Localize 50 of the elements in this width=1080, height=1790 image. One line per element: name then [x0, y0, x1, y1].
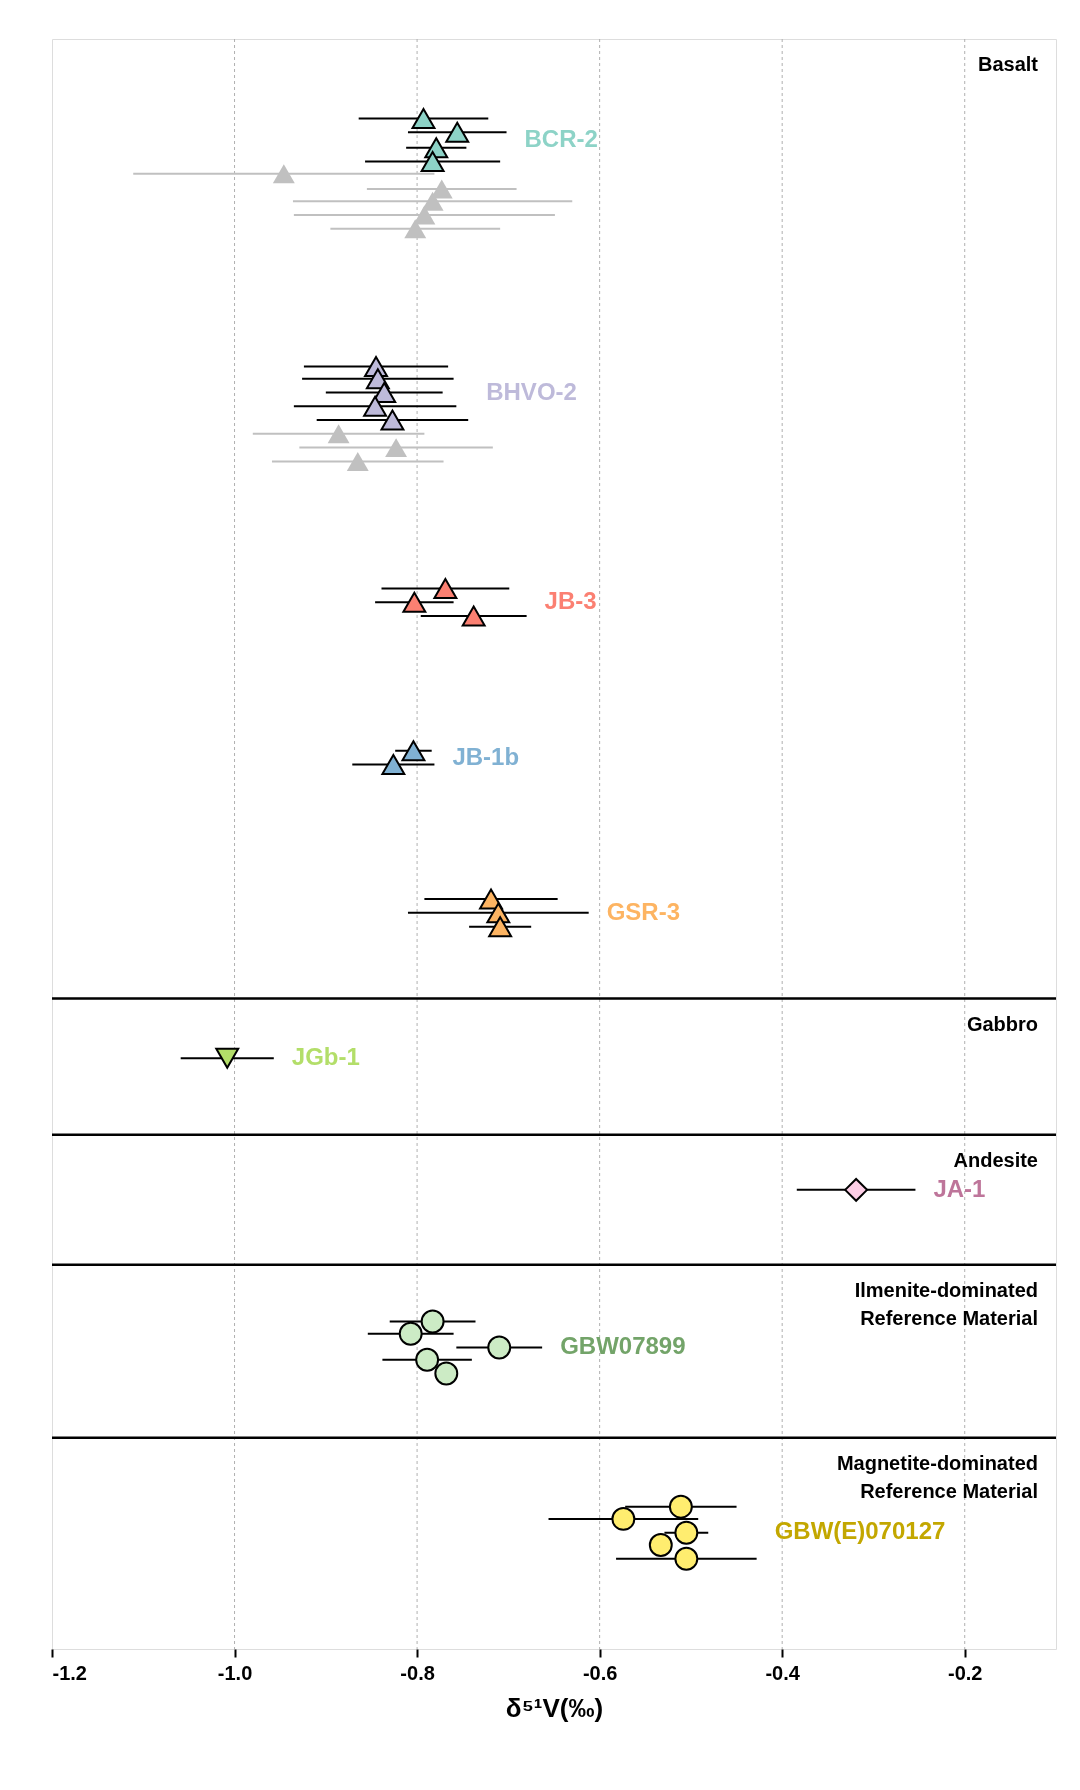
x-tick-label: -1.0 [217, 1661, 253, 1684]
point [434, 1361, 459, 1386]
point [461, 605, 486, 627]
point [445, 121, 470, 143]
x-tick-label: -1.2 [52, 1661, 87, 1684]
point [413, 205, 436, 225]
point [363, 395, 388, 417]
point [404, 219, 427, 239]
point [420, 150, 445, 172]
x-tick-label: -0.6 [582, 1661, 618, 1684]
point [401, 740, 426, 762]
point [381, 753, 406, 775]
point [668, 1494, 693, 1519]
x-tick-label: -0.4 [765, 1661, 801, 1684]
text: GSR-3 [606, 897, 681, 925]
point [215, 1047, 240, 1069]
point [380, 409, 405, 431]
point [402, 591, 427, 613]
text: JB-3 [544, 587, 597, 615]
point [488, 916, 513, 938]
point [674, 1520, 699, 1545]
text: GBW(E)070127 [774, 1517, 946, 1545]
point [385, 438, 408, 458]
point [420, 1309, 445, 1334]
text: GBW07899 [560, 1332, 686, 1360]
annotation: Magnetite-dominated Reference Material [836, 1451, 1038, 1502]
text: BHVO-2 [486, 377, 577, 405]
text: JGb-1 [291, 1043, 360, 1071]
point [674, 1546, 699, 1571]
point [487, 1335, 512, 1360]
point [648, 1533, 673, 1557]
point [415, 1347, 440, 1372]
point [611, 1506, 636, 1531]
text: JA-1 [933, 1174, 986, 1202]
text: Basalt [977, 53, 1039, 75]
annotation: Ilmenite-dominated Reference Material [854, 1278, 1038, 1329]
point [346, 451, 369, 471]
series-label: JB-1b [452, 742, 520, 770]
point [398, 1321, 423, 1346]
x-tick-label: -0.8 [400, 1661, 435, 1684]
point [433, 577, 458, 599]
x-tick-label: -0.2 [947, 1661, 983, 1684]
annotation: Andesite [953, 1148, 1038, 1171]
point [327, 424, 350, 444]
point [411, 108, 436, 130]
text: BCR-2 [524, 125, 598, 153]
x-axis-title: δ⁵¹V(‰) [505, 1692, 604, 1723]
point [844, 1177, 869, 1202]
point [272, 164, 295, 184]
annotation: Gabbro [966, 1012, 1038, 1035]
